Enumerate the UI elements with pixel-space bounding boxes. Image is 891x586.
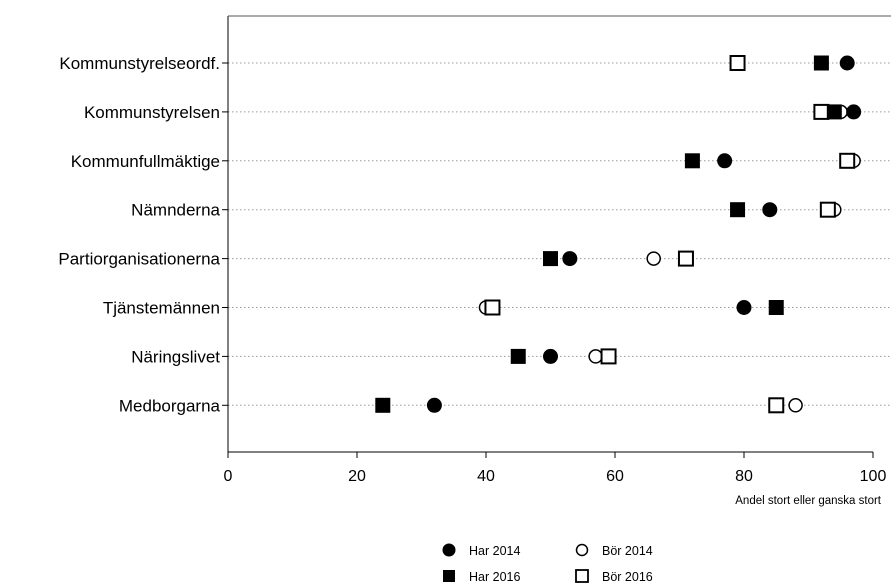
data-point-b-r-2016: [729, 55, 746, 71]
legend-label: Har 2014: [469, 544, 520, 558]
data-point-har-2016: [813, 55, 829, 71]
data-point-har-2016: [510, 348, 526, 364]
data-point-har-2016: [730, 202, 746, 218]
data-point-har-2016: [684, 153, 700, 169]
x-tick-label: 20: [348, 468, 366, 485]
data-point-b-r-2016: [768, 397, 785, 414]
category-label: Medborgarna: [119, 396, 221, 415]
category-labels: Kommunstyrelseordf. Kommunstyrelsen Kommun…: [58, 54, 220, 415]
data-point-b-r-2016: [677, 250, 694, 267]
data-point-har-2016: [768, 300, 784, 315]
legend: Har 2014 Har 2016 Bör 2014 Bör 2016: [442, 543, 653, 584]
data-point-b-r-2016: [484, 299, 501, 316]
legend-label: Bör 2014: [602, 544, 653, 558]
data-point-b-r-2016: [839, 152, 856, 169]
legend-item-har-2016: Har 2016: [443, 570, 520, 584]
data-point-har-2014: [839, 55, 855, 71]
legend-marker: [443, 570, 455, 582]
data-point-har-2014: [562, 251, 578, 267]
x-tick-label: 60: [606, 468, 624, 485]
x-tick-label: 0: [224, 468, 233, 485]
data-point-har-2014: [717, 153, 733, 169]
data-point-b-r-2014: [588, 349, 603, 364]
legend-item-har-2014: Har 2014: [442, 543, 520, 558]
x-tick-label: 80: [735, 468, 753, 485]
data-point-b-r-2016: [600, 348, 617, 365]
legend-label: Bör 2016: [602, 570, 653, 584]
legend-marker: [575, 569, 589, 583]
data-markers: [375, 55, 862, 414]
legend-item-b-r-2016: Bör 2016: [575, 569, 653, 584]
data-point-har-2014: [762, 202, 778, 218]
data-point-har-2014: [846, 104, 862, 120]
legend-marker: [442, 543, 456, 557]
category-label: Kommunstyrelseordf.: [59, 54, 220, 73]
data-point-har-2014: [736, 300, 752, 315]
data-point-har-2016: [543, 251, 558, 267]
category-label: Kommunstyrelsen: [84, 103, 220, 122]
data-point-b-r-2016: [819, 201, 836, 218]
category-label: Tjänstemännen: [103, 299, 220, 318]
category-label: Partiorganisationerna: [58, 250, 220, 269]
data-point-b-r-2016: [813, 103, 830, 120]
x-tick-label: 40: [477, 468, 495, 485]
category-label: Näringslivet: [131, 347, 220, 366]
x-tick-labels: 0 20 40 60 80 100: [224, 452, 887, 485]
x-axis-title: Andel stort eller ganska stort: [735, 495, 882, 507]
legend-label: Har 2016: [469, 570, 520, 584]
data-point-har-2014: [543, 348, 558, 364]
data-point-b-r-2014: [788, 398, 803, 413]
category-label: Kommunfullmäktige: [71, 152, 220, 171]
category-label: Nämnderna: [131, 201, 220, 220]
legend-item-b-r-2014: Bör 2014: [575, 543, 653, 558]
data-point-b-r-2014: [646, 251, 661, 266]
data-point-har-2016: [375, 397, 391, 413]
axes: [227, 15, 891, 453]
legend-marker: [575, 543, 589, 557]
x-tick-label: 100: [860, 468, 887, 485]
data-point-har-2014: [426, 397, 442, 413]
data-point-har-2016: [826, 104, 842, 120]
